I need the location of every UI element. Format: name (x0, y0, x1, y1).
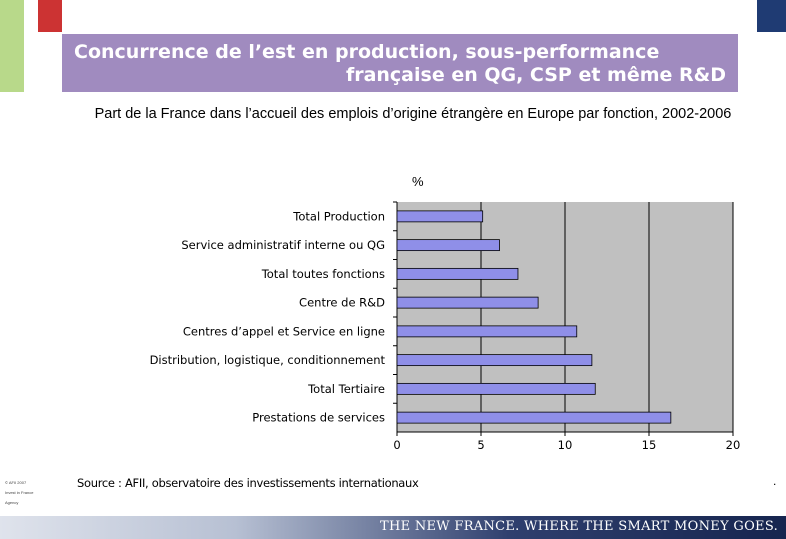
corner-block-green (0, 0, 24, 92)
category-label: Total toutes fonctions (261, 267, 385, 281)
stray-dot: . (773, 474, 777, 488)
footnote-line: Agency (5, 500, 19, 505)
slide-title-line2: française en QG, CSP et même R&D (345, 64, 726, 86)
bar (396, 411, 672, 424)
bar (396, 210, 484, 223)
slide-title-line1: Concurrence de l’est en production, sous… (74, 41, 660, 63)
category-label: Centres d’appel et Service en ligne (183, 324, 385, 338)
footnote-line: © AFII 2007 (5, 480, 27, 485)
bar (396, 354, 593, 367)
category-label: Prestations de services (252, 411, 385, 425)
chart-unit-label: % (412, 174, 424, 189)
x-tick-label: 5 (477, 438, 484, 452)
footer-bar: THE NEW FRANCE. WHERE THE SMART MONEY GO… (0, 516, 786, 539)
title-bar: Concurrence de l’est en production, sous… (62, 34, 738, 92)
bar (396, 382, 596, 395)
bar (396, 325, 578, 338)
x-tick-label: 0 (393, 438, 400, 452)
x-tick-label: 10 (558, 438, 573, 452)
corner-block-navy (757, 0, 786, 32)
chart-source: Source : AFII, observatoire des investis… (77, 476, 419, 490)
bar (396, 239, 500, 252)
category-label: Service administratif interne ou QG (181, 238, 385, 252)
footer-tagline: THE NEW FRANCE. WHERE THE SMART MONEY GO… (379, 519, 778, 534)
corner-block-red (38, 0, 62, 32)
category-label: Total Production (292, 209, 385, 223)
x-tick-label: 15 (642, 438, 657, 452)
chart-subtitle: Part de la France dans l’accueil des emp… (94, 106, 732, 122)
footnote-small: © AFII 2007 Invest in France Agency (5, 478, 33, 508)
bar (396, 296, 539, 309)
x-tick-label: 20 (726, 438, 741, 452)
category-label: Distribution, logistique, conditionnemen… (150, 353, 386, 367)
bar (396, 267, 519, 280)
category-label: Centre de R&D (299, 296, 385, 310)
footnote-line: Invest in France (5, 490, 34, 495)
category-label: Total Tertiaire (307, 382, 385, 396)
